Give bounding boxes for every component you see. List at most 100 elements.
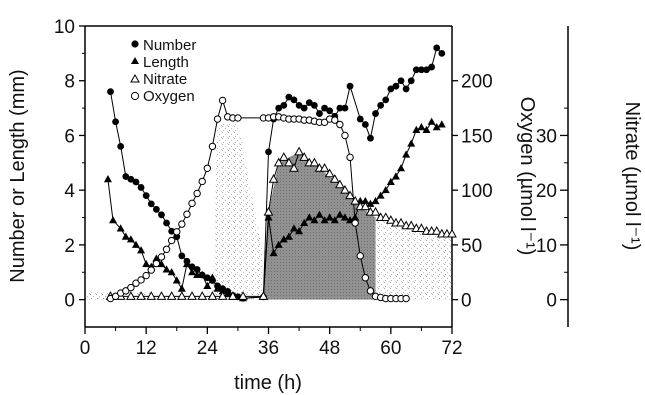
point-oxygen [111, 292, 120, 301]
point-oxygen [234, 114, 242, 122]
point-length [366, 199, 375, 207]
x-tick-label: 0 [80, 338, 91, 359]
point-nitrate [284, 157, 294, 167]
point-number [290, 96, 298, 104]
point-oxygen [361, 274, 370, 282]
y-left-tick-label: 2 [64, 236, 75, 257]
point-nitrate [176, 291, 187, 300]
point-nitrate [406, 220, 417, 230]
y-left-tick-label: 6 [64, 126, 75, 147]
point-length [361, 196, 370, 205]
point-oxygen [188, 199, 196, 208]
legend-number-marker [131, 40, 139, 48]
point-length [208, 273, 217, 281]
point-number [310, 101, 318, 109]
point-length [417, 123, 426, 131]
point-length [121, 232, 130, 240]
point-length [310, 216, 319, 224]
point-number [163, 219, 170, 227]
point-length [177, 284, 186, 292]
point-length [305, 213, 314, 221]
point-nitrate [319, 163, 330, 172]
point-oxygen [341, 131, 349, 140]
point-number [137, 184, 145, 191]
point-length [330, 216, 339, 224]
point-nitrate [278, 152, 289, 161]
point-number [433, 44, 441, 52]
legend-oxygen: Oxygen [143, 88, 195, 105]
point-length [427, 117, 436, 125]
point-number [300, 104, 308, 112]
y-left-tick-label: 0 [64, 291, 75, 312]
point-length [397, 164, 406, 172]
point-number [122, 173, 130, 180]
point-length [437, 120, 446, 128]
point-nitrate [294, 146, 304, 156]
point-length [116, 224, 125, 232]
point-number [418, 66, 425, 74]
point-number [132, 178, 140, 186]
point-number [392, 82, 400, 90]
point-length [325, 213, 334, 221]
point-oxygen [336, 120, 344, 129]
y-oxygen-tick-label: 0 [461, 291, 472, 312]
point-length [407, 139, 416, 147]
point-nitrate [273, 157, 284, 167]
point-length [167, 268, 176, 276]
point-length [213, 284, 222, 292]
point-length [172, 276, 181, 284]
point-oxygen [183, 210, 191, 218]
point-nitrate [380, 212, 391, 222]
point-oxygen [173, 228, 181, 236]
point-length [223, 289, 232, 298]
point-nitrate [329, 174, 340, 183]
point-nitrate [207, 291, 218, 300]
y-nitrate-tick-label: 0 [546, 291, 557, 312]
point-nitrate [416, 223, 427, 232]
y-oxygen-tick-label: 200 [461, 72, 493, 93]
point-number [142, 192, 150, 200]
point-oxygen [351, 219, 359, 227]
point-nitrate [324, 168, 335, 178]
point-length [371, 196, 380, 205]
point-nitrate [289, 163, 299, 172]
point-nitrate [187, 291, 197, 300]
point-nitrate [431, 225, 442, 235]
point-oxygen [137, 276, 145, 284]
point-number [127, 175, 135, 183]
dark-cloud-region [263, 151, 376, 300]
point-number [321, 104, 328, 112]
y-oxygen-tick-label: 150 [461, 126, 493, 147]
point-number [356, 115, 364, 123]
point-length [193, 270, 202, 279]
point-oxygen [122, 287, 130, 295]
point-number [152, 205, 160, 213]
y-nitrate-tick-label: 20 [536, 181, 557, 202]
x-tick-label: 24 [197, 338, 219, 359]
point-oxygen [346, 153, 354, 162]
series-markers [103, 44, 457, 303]
point-oxygen [203, 164, 212, 172]
point-nitrate [227, 291, 238, 300]
point-number [305, 99, 313, 107]
legend-length-marker [131, 57, 139, 64]
x-tick-label: 72 [441, 338, 462, 359]
point-number [107, 88, 114, 96]
point-number [428, 63, 436, 71]
point-number [295, 101, 303, 109]
point-number [326, 107, 334, 115]
point-number [265, 148, 272, 156]
x-tick-label: 36 [258, 338, 279, 359]
point-nitrate [156, 291, 167, 300]
point-length [320, 216, 329, 224]
point-length [109, 216, 118, 224]
y-nitrate-axis-title: Nitrate (µmol l⁻¹) [621, 102, 643, 251]
point-oxygen [366, 287, 375, 295]
point-oxygen [198, 177, 206, 186]
point-length [381, 185, 390, 194]
point-oxygen [132, 279, 140, 287]
point-number [112, 118, 119, 126]
point-number [438, 49, 446, 57]
point-length [335, 210, 344, 218]
point-length [289, 224, 298, 232]
